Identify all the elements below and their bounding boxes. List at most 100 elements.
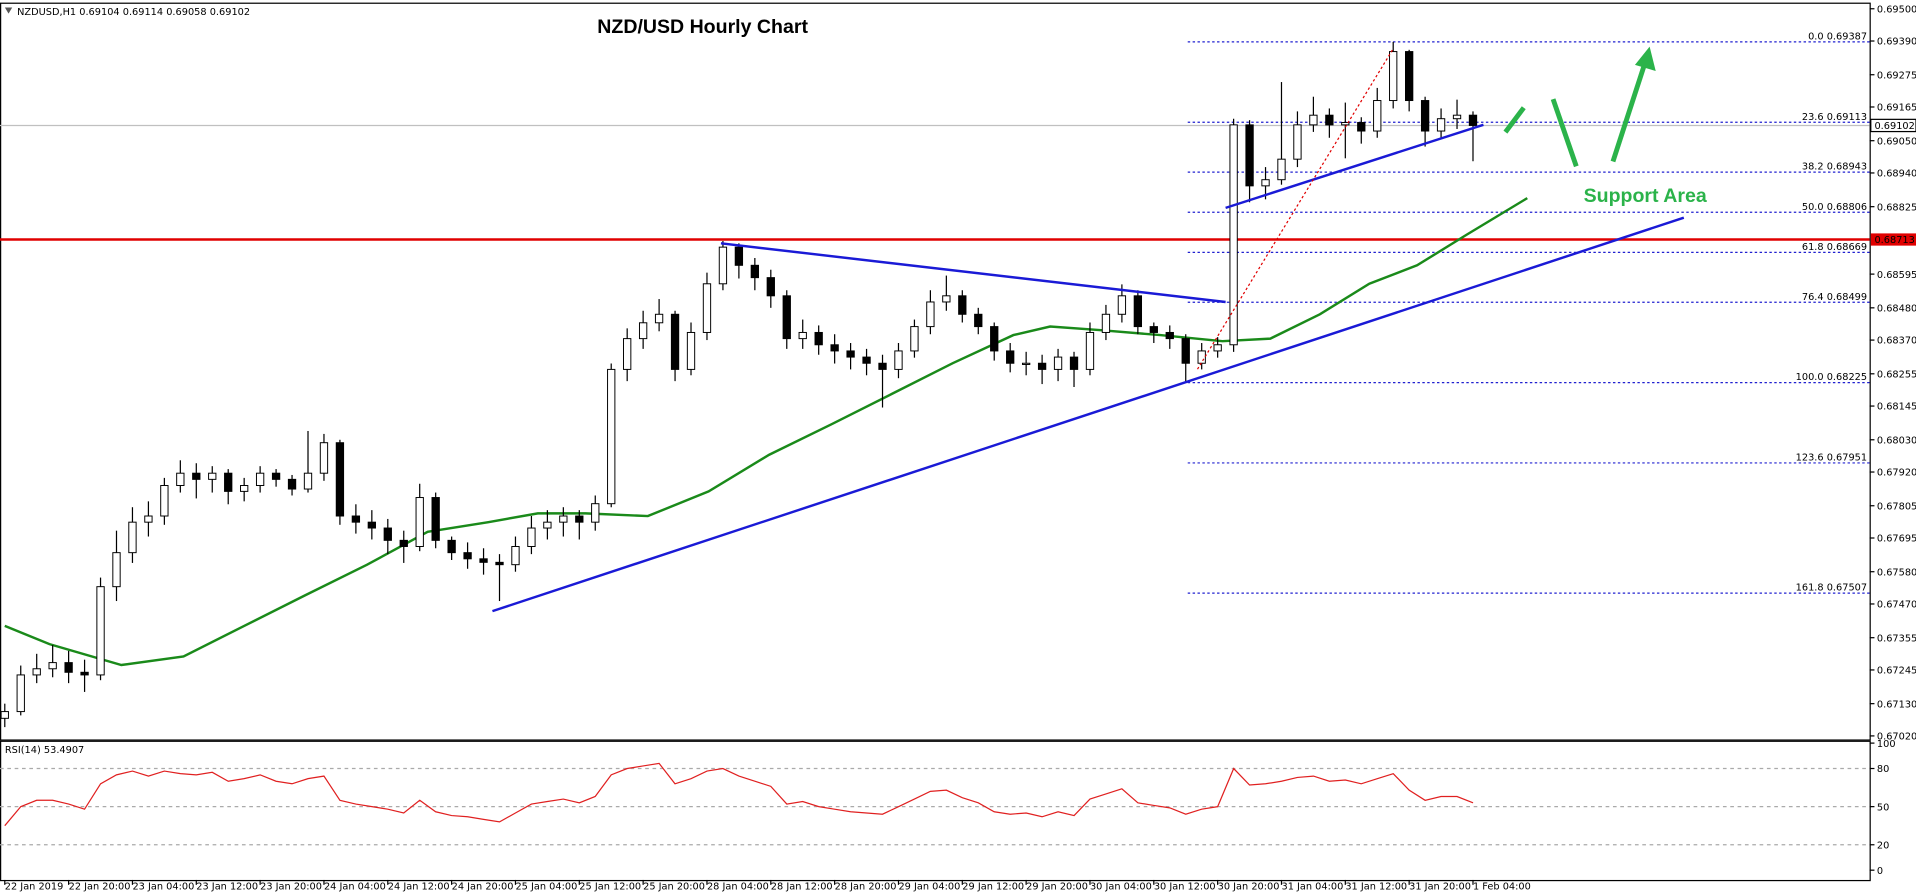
candle-body [910,326,919,352]
candle-body [1053,356,1063,370]
candle-body [942,295,951,303]
candle-body [176,472,185,487]
arrow-head [1634,46,1656,72]
candle-body [894,350,903,370]
candle-body [623,338,632,370]
y-tick-label: 0.67470 [1877,600,1916,611]
candle-body [1436,118,1446,132]
rsi-label: RSI(14) 53.4907 [5,745,84,756]
candle-body [64,662,73,673]
fib-label: 76.4 0.68499 [1802,292,1867,303]
candle-body [16,674,25,713]
candle-body [32,668,41,676]
trend-line [1225,123,1484,210]
candle-body [1357,122,1366,132]
arrow-path [1503,106,1526,134]
fib-level: 23.6 [1802,112,1824,123]
candle-body [495,561,504,566]
chart-title: NZD/USD Hourly Chart [597,16,808,38]
candle-body [447,539,456,554]
candle-body [1085,331,1095,370]
candle-body [319,442,329,474]
header-icon [4,7,13,14]
candle-body [255,472,265,487]
resistance-label: 0.68713 [1874,235,1914,246]
y-tick-label: 0.67245 [1877,666,1916,677]
y-tick-label: 0.67020 [1877,732,1916,743]
fib-price: 0.69387 [1827,31,1867,42]
candle-body [367,521,376,529]
y-tick-label: 0.67695 [1877,534,1916,545]
candle-body [750,264,760,279]
y-tick-label: 0.68940 [1877,169,1916,180]
candle-body [1133,295,1143,328]
candle-body [463,552,472,560]
current-price-box [1870,118,1916,133]
fib-price: 0.68806 [1827,202,1867,213]
fib-price: 0.68225 [1827,372,1867,383]
rsi-pane [0,740,1871,882]
x-tick-label: 25 Jan 20:00 [643,882,705,893]
x-tick-label: 31 Jan 20:00 [1409,882,1471,893]
annotation: Support Area [1584,185,1707,207]
candle-body [160,485,169,517]
arrow-path [1610,62,1648,163]
fib-price: 0.68499 [1827,292,1867,303]
candle-body [654,313,664,324]
candle-body [1069,356,1079,370]
fib-price: 0.69113 [1827,112,1867,123]
y-tick-label: 0.69165 [1877,103,1916,114]
candle-body [1405,51,1414,102]
candle-body [48,662,57,670]
fib-price: 0.68669 [1827,242,1867,253]
rsi-tick-label: 80 [1877,764,1889,775]
candle-body [144,515,153,523]
candle-body [766,277,775,297]
y-tick-label: 0.68825 [1877,202,1916,213]
fib-level: 61.8 [1802,242,1824,253]
candle-body [399,539,408,547]
candle-body [1006,350,1015,364]
x-tick-label: 31 Jan 04:00 [1281,882,1343,893]
candle-body [112,552,121,588]
candle-body [1197,350,1206,364]
fib-label: 38.2 0.68943 [1802,162,1867,173]
candle-body [958,295,967,315]
x-tick-label: 1 Feb 04:00 [1473,882,1531,893]
resistance-box [1870,233,1916,246]
x-tick-label: 28 Jan 20:00 [835,882,897,893]
candle-body [431,497,440,541]
candle-body [638,322,648,340]
candle-body [192,472,201,480]
candle-body [128,521,137,554]
candle-body [1373,100,1382,132]
y-tick-label: 0.68145 [1877,402,1916,413]
y-tick-label: 0.67580 [1877,567,1916,578]
trend-line [720,242,1226,304]
candle-body [351,515,361,523]
candle-body [527,527,536,547]
candle-body [1037,362,1047,370]
fib-level: 161.8 [1796,583,1824,594]
candle-body [287,478,297,490]
x-tick-label: 23 Jan 04:00 [132,882,194,893]
fib-label: 0.0 0.69387 [1808,31,1867,42]
candle-body [1149,326,1158,333]
x-tick-label: 29 Jan 12:00 [962,882,1024,893]
fib-level: 76.4 [1802,292,1824,303]
arrow-path [1550,98,1579,168]
candle-body [1245,124,1254,187]
rsi-tick-label: 0 [1877,866,1883,877]
x-tick-label: 30 Jan 12:00 [1154,882,1216,893]
candle-body [1277,158,1286,181]
candle-body [814,331,823,346]
y-tick-label: 0.68030 [1877,435,1916,446]
candle-body [1229,124,1238,346]
y-tick-label: 0.67805 [1877,501,1916,512]
rsi-tick-label: 100 [1877,739,1896,750]
fib-level: 123.6 [1796,452,1824,463]
x-tick-label: 25 Jan 04:00 [515,882,577,893]
candle-body [1468,114,1478,126]
